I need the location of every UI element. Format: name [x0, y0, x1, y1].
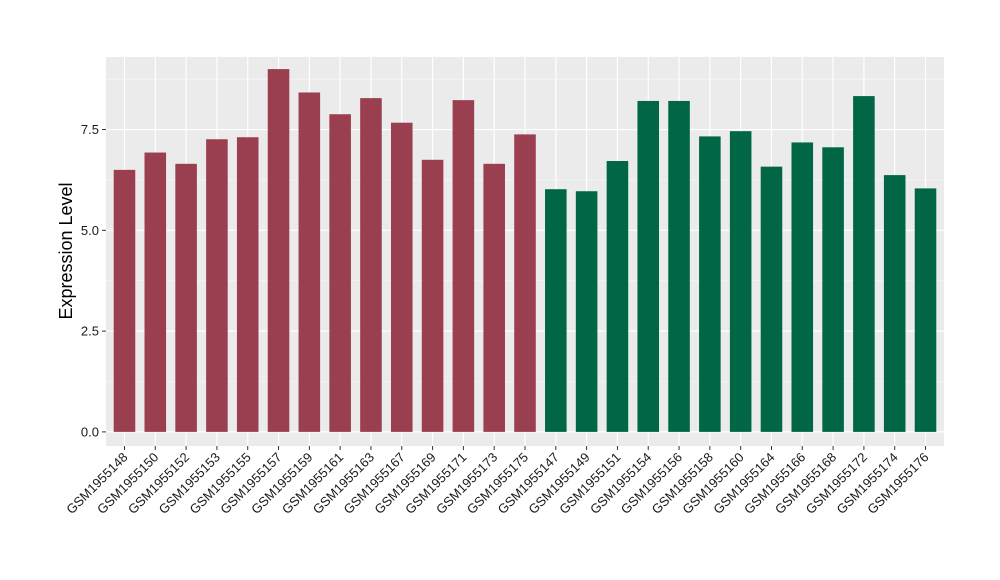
bar-GSM1955154 — [637, 100, 660, 432]
y-tick-label: 0.0 — [81, 424, 99, 439]
bar-GSM1955176 — [914, 188, 937, 432]
y-tick-label: 2.5 — [81, 324, 99, 339]
bar-GSM1955171 — [452, 100, 475, 432]
bar-GSM1955169 — [421, 159, 444, 432]
bar-GSM1955167 — [390, 122, 413, 432]
bar-GSM1955158 — [699, 136, 721, 432]
bar-GSM1955160 — [729, 131, 752, 432]
bar-GSM1955164 — [760, 166, 783, 432]
bar-GSM1955152 — [175, 163, 197, 432]
y-axis-title: Expression Level — [56, 182, 76, 319]
bar-GSM1955159 — [298, 92, 321, 432]
bar-GSM1955151 — [606, 161, 629, 432]
bar-GSM1955166 — [791, 142, 814, 432]
bar-GSM1955168 — [822, 147, 844, 432]
bar-GSM1955150 — [144, 152, 167, 432]
bar-GSM1955155 — [236, 137, 259, 432]
y-axis: 0.0 2.5 5.0 7.5 — [81, 122, 106, 439]
bar-GSM1955149 — [575, 191, 598, 432]
bar-GSM1955172 — [853, 96, 875, 432]
bar-GSM1955173 — [483, 163, 505, 432]
y-tick-label: 5.0 — [81, 223, 99, 238]
bar-GSM1955174 — [883, 175, 906, 432]
bar-GSM1955161 — [329, 114, 351, 432]
bar-GSM1955156 — [668, 100, 690, 432]
bar-GSM1955148 — [113, 169, 136, 432]
x-axis: GSM1955148GSM1955150GSM1955152GSM1955153… — [63, 446, 932, 517]
bar-GSM1955175 — [514, 134, 536, 432]
bars — [113, 69, 937, 432]
bar-GSM1955157 — [267, 69, 290, 432]
bar-GSM1955147 — [545, 189, 567, 432]
bar-GSM1955163 — [360, 98, 382, 432]
bar-GSM1955153 — [206, 139, 228, 432]
y-tick-label: 7.5 — [81, 122, 99, 137]
